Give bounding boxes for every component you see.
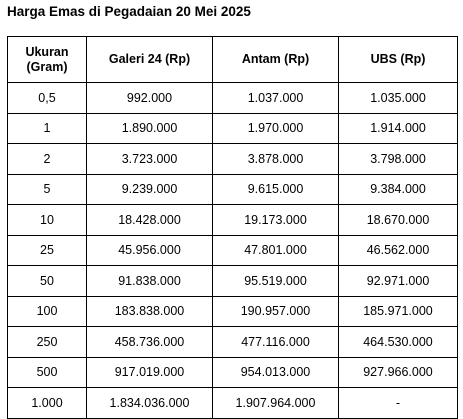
cell-antam: 47.801.000 xyxy=(212,234,339,266)
cell-antam: 3.878.000 xyxy=(212,143,339,175)
cell-galeri24: 1.834.036.000 xyxy=(86,387,213,419)
table-row: 5 9.239.000 9.615.000 9.384.000 xyxy=(7,173,458,205)
table-row: 50 91.838.000 95.519.000 92.971.000 xyxy=(7,265,458,297)
table-row: 2 3.723.000 3.878.000 3.798.000 xyxy=(7,143,458,175)
cell-ubs: - xyxy=(338,387,458,419)
table-row: 10 18.428.000 19.173.000 18.670.000 xyxy=(7,204,458,236)
cell-galeri24: 992.000 xyxy=(86,82,213,114)
cell-ubs: 18.670.000 xyxy=(338,204,458,236)
table-row: 250 458.736.000 477.116.000 464.530.000 xyxy=(7,326,458,358)
cell-antam: 477.116.000 xyxy=(212,326,339,358)
table-row: 25 45.956.000 47.801.000 46.562.000 xyxy=(7,234,458,266)
cell-antam: 95.519.000 xyxy=(212,265,339,297)
table-row: 0,5 992.000 1.037.000 1.035.000 xyxy=(7,82,458,114)
table-row: 100 183.838.000 190.957.000 185.971.000 xyxy=(7,295,458,327)
cell-antam: 19.173.000 xyxy=(212,204,339,236)
cell-size: 10 xyxy=(7,204,87,236)
cell-ubs: 9.384.000 xyxy=(338,173,458,205)
cell-galeri24: 183.838.000 xyxy=(86,295,213,327)
cell-size: 0,5 xyxy=(7,82,87,114)
page-title: Harga Emas di Pegadaian 20 Mei 2025 xyxy=(7,4,251,19)
table-row: 1.000 1.834.036.000 1.907.964.000 - xyxy=(7,387,458,419)
cell-galeri24: 917.019.000 xyxy=(86,356,213,388)
cell-size: 100 xyxy=(7,295,87,327)
cell-antam: 190.957.000 xyxy=(212,295,339,327)
cell-size: 50 xyxy=(7,265,87,297)
cell-ubs: 46.562.000 xyxy=(338,234,458,266)
cell-galeri24: 3.723.000 xyxy=(86,143,213,175)
cell-size: 25 xyxy=(7,234,87,266)
cell-galeri24: 1.890.000 xyxy=(86,112,213,144)
cell-galeri24: 9.239.000 xyxy=(86,173,213,205)
cell-antam: 1.970.000 xyxy=(212,112,339,144)
cell-galeri24: 18.428.000 xyxy=(86,204,213,236)
cell-size: 5 xyxy=(7,173,87,205)
cell-antam: 954.013.000 xyxy=(212,356,339,388)
cell-ubs: 464.530.000 xyxy=(338,326,458,358)
cell-ubs: 185.971.000 xyxy=(338,295,458,327)
table-row: 500 917.019.000 954.013.000 927.966.000 xyxy=(7,356,458,388)
cell-ubs: 1.914.000 xyxy=(338,112,458,144)
cell-ubs: 927.966.000 xyxy=(338,356,458,388)
cell-antam: 9.615.000 xyxy=(212,173,339,205)
header-ubs: UBS (Rp) xyxy=(338,36,458,83)
cell-ubs: 92.971.000 xyxy=(338,265,458,297)
header-galeri24: Galeri 24 (Rp) xyxy=(86,36,213,83)
cell-galeri24: 45.956.000 xyxy=(86,234,213,266)
cell-galeri24: 91.838.000 xyxy=(86,265,213,297)
header-size: Ukuran (Gram) xyxy=(7,36,87,83)
cell-size: 1 xyxy=(7,112,87,144)
cell-ubs: 3.798.000 xyxy=(338,143,458,175)
cell-size: 1.000 xyxy=(7,387,87,419)
gold-price-table: Ukuran (Gram) Galeri 24 (Rp) Antam (Rp) … xyxy=(7,36,458,419)
cell-size: 500 xyxy=(7,356,87,388)
cell-antam: 1.037.000 xyxy=(212,82,339,114)
table-header-row: Ukuran (Gram) Galeri 24 (Rp) Antam (Rp) … xyxy=(7,36,458,83)
cell-size: 2 xyxy=(7,143,87,175)
table-row: 1 1.890.000 1.970.000 1.914.000 xyxy=(7,112,458,144)
cell-ubs: 1.035.000 xyxy=(338,82,458,114)
cell-size: 250 xyxy=(7,326,87,358)
header-antam: Antam (Rp) xyxy=(212,36,339,83)
cell-galeri24: 458.736.000 xyxy=(86,326,213,358)
cell-antam: 1.907.964.000 xyxy=(212,387,339,419)
